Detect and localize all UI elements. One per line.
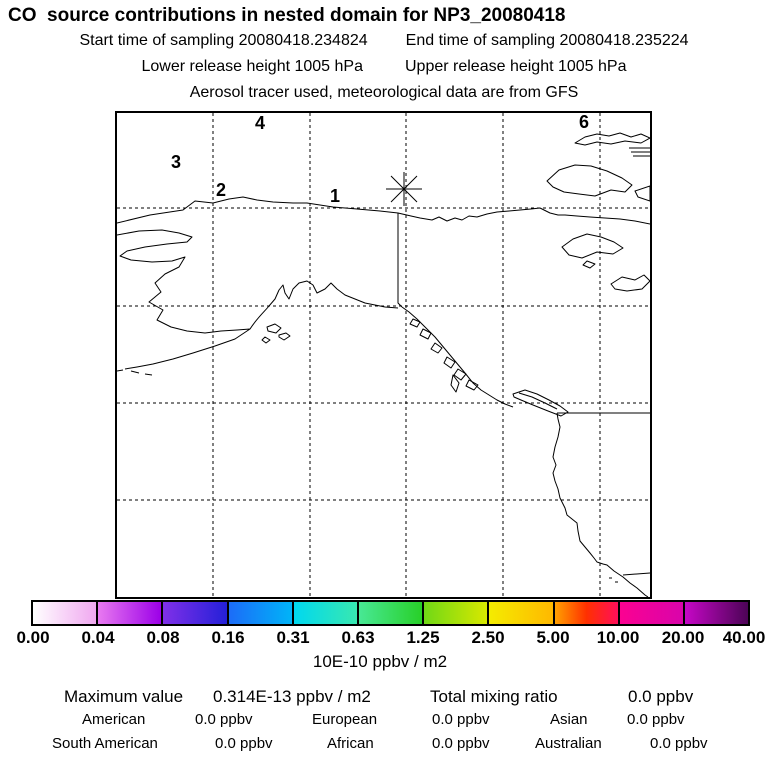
start-time-text: Start time of sampling 20080418.234824 bbox=[79, 32, 368, 49]
tracer-note-line: Aerosol tracer used, meteorological data… bbox=[0, 84, 768, 102]
colorbar-segment bbox=[487, 602, 553, 624]
colorbar-segment bbox=[422, 602, 488, 624]
region-value-american: 0.0 ppbv bbox=[195, 711, 253, 728]
grid-cell-label-3: 3 bbox=[170, 152, 182, 172]
colorbar-segment bbox=[161, 602, 227, 624]
colorbar-segment bbox=[226, 602, 292, 624]
region-value-australian: 0.0 ppbv bbox=[650, 735, 708, 752]
upper-release-text: Upper release height 1005 hPa bbox=[405, 58, 627, 75]
colorbar-segment bbox=[552, 602, 618, 624]
colorbar-segment bbox=[356, 602, 423, 624]
map-graphic bbox=[117, 113, 650, 597]
colorbar-segment bbox=[291, 602, 357, 624]
colorbar-tick-label: 0.16 bbox=[211, 628, 245, 647]
colorbar-tick-label: 40.00 bbox=[722, 628, 766, 647]
grid-cell-label-6: 6 bbox=[578, 112, 590, 132]
colorbar-tick-label: 20.00 bbox=[661, 628, 705, 647]
colorbar-segment bbox=[682, 602, 749, 624]
tracer-note-text: Aerosol tracer used, meteorological data… bbox=[189, 84, 579, 101]
colorbar bbox=[31, 600, 750, 626]
region-value-african: 0.0 ppbv bbox=[432, 735, 490, 752]
colorbar-tick-label: 5.00 bbox=[536, 628, 570, 647]
colorbar-tick-label: 0.63 bbox=[341, 628, 375, 647]
graticule-lines bbox=[117, 113, 650, 597]
sampling-time-line: Start time of sampling 20080418.234824 E… bbox=[0, 32, 768, 50]
page-title: CO source contributions in nested domain… bbox=[8, 5, 566, 26]
colorbar-units-label: 10E-10 ppbv / m2 bbox=[312, 652, 448, 671]
max-value-number: 0.314E-13 ppbv / m2 bbox=[213, 687, 371, 706]
colorbar-tick-label: 0.08 bbox=[146, 628, 180, 647]
region-name-european: European bbox=[312, 711, 378, 728]
grid-cell-label-1: 1 bbox=[329, 186, 341, 206]
region-value-south-american: 0.0 ppbv bbox=[215, 735, 273, 752]
region-value-asian: 0.0 ppbv bbox=[627, 711, 685, 728]
release-point-star-icon bbox=[386, 172, 422, 206]
colorbar-tick-label: 0.04 bbox=[81, 628, 115, 647]
colorbar-segment bbox=[33, 602, 97, 624]
map-frame: 1 2 3 4 6 bbox=[115, 111, 652, 599]
region-name-african: African bbox=[327, 735, 374, 752]
region-name-south-american: South American bbox=[52, 735, 158, 752]
total-ratio-value: 0.0 ppbv bbox=[628, 687, 694, 706]
end-time-text: End time of sampling 20080418.235224 bbox=[405, 32, 689, 49]
total-ratio-label: Total mixing ratio bbox=[430, 687, 558, 706]
colorbar-tick-label: 0.00 bbox=[16, 628, 50, 647]
release-height-line: Lower release height 1005 hPa Upper rele… bbox=[0, 58, 768, 76]
region-name-australian: Australian bbox=[535, 735, 602, 752]
colorbar-tick-label: 0.31 bbox=[276, 628, 310, 647]
max-value-label: Maximum value bbox=[64, 687, 184, 706]
region-name-american: American bbox=[82, 711, 146, 728]
colorbar-segment bbox=[96, 602, 162, 624]
colorbar-tick-label: 1.25 bbox=[406, 628, 440, 647]
grid-cell-label-2: 2 bbox=[215, 180, 227, 200]
colorbar-tick-label: 2.50 bbox=[471, 628, 505, 647]
grid-cell-label-4: 4 bbox=[254, 113, 266, 133]
coastline-graphic bbox=[117, 132, 650, 597]
colorbar-tick-label: 10.00 bbox=[596, 628, 640, 647]
region-name-asian: Asian bbox=[550, 711, 588, 728]
colorbar-segment bbox=[617, 602, 683, 624]
lower-release-text: Lower release height 1005 hPa bbox=[141, 58, 364, 75]
region-value-european: 0.0 ppbv bbox=[432, 711, 490, 728]
